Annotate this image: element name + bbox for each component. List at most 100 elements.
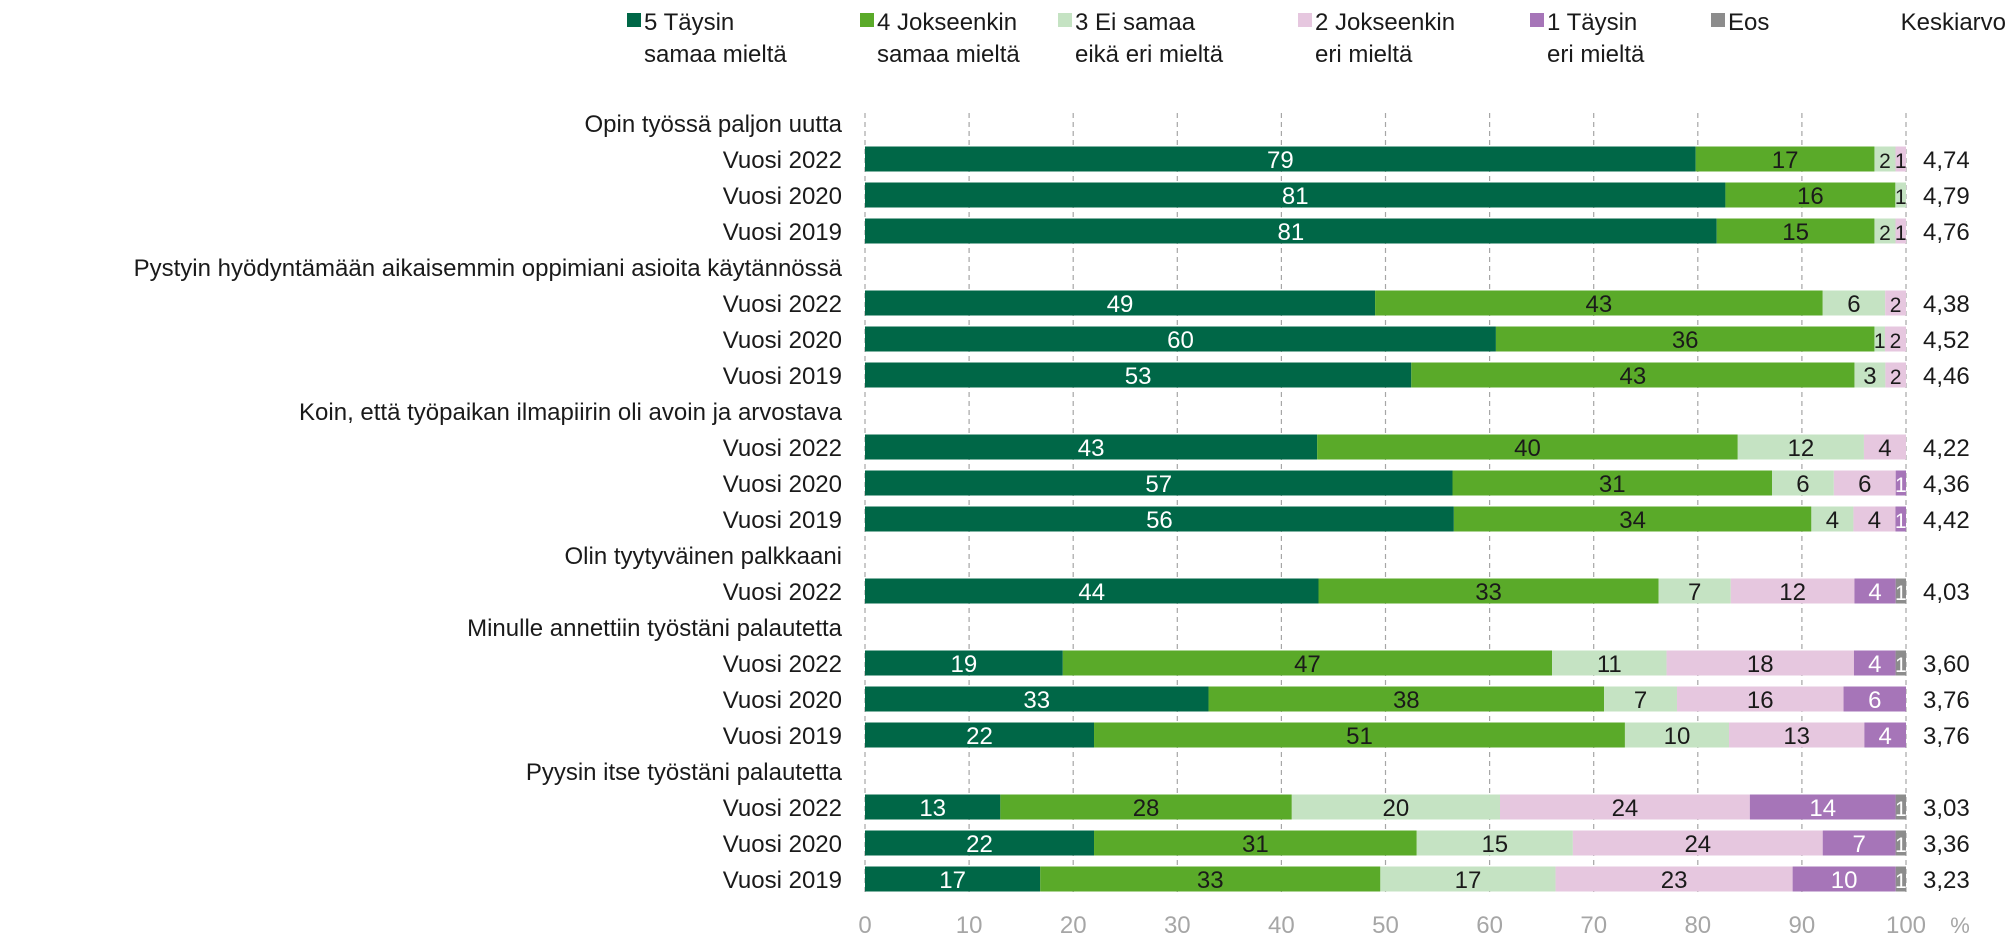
row-label-2-1: Vuosi 2022 xyxy=(723,291,842,318)
bar-segment-2-2-4 xyxy=(1884,326,1906,352)
bar-segment-5-1-4 xyxy=(1666,650,1854,676)
x-tick-label-20: 20 xyxy=(1060,912,1087,936)
legend-label-2: 4 Jokseenkin xyxy=(877,9,1017,36)
bar-value-label-1-2-3: 1 xyxy=(1895,186,1907,209)
bar-value-label-6-2-3: 15 xyxy=(1481,831,1508,858)
legend-label-1-line2: samaa mieltä xyxy=(644,41,787,68)
bar-segment-6-2-5 xyxy=(1822,830,1896,856)
bar-value-label-4-1-1: 44 xyxy=(1078,579,1105,606)
bar-segment-3-3-5 xyxy=(1895,506,1906,532)
bar-segment-6-2-6 xyxy=(1895,830,1906,856)
legend-swatch-2 xyxy=(860,13,874,27)
legend-label-3: 3 Ei samaa xyxy=(1075,9,1196,36)
bar-segment-3-3-3 xyxy=(1811,506,1854,532)
bar-segment-6-1-3 xyxy=(1291,794,1501,820)
bar-value-label-6-3-1: 17 xyxy=(939,867,966,894)
row-label-1-1: Vuosi 2022 xyxy=(723,147,842,174)
group-title-4: Olin tyytyväinen palkkaani xyxy=(565,543,842,570)
average-value-2-3: 4,46 xyxy=(1923,363,1970,390)
average-header: Keskiarvo xyxy=(1901,9,2006,36)
group-title-5: Minulle annettiin työstäni palautetta xyxy=(467,615,843,642)
bar-value-label-1-3-4: 1 xyxy=(1895,222,1907,245)
bar-segment-1-1-1 xyxy=(865,146,1696,172)
row-label-6-2: Vuosi 2020 xyxy=(723,831,842,858)
bar-segment-5-3-2 xyxy=(1094,722,1625,748)
bar-value-label-6-2-4: 24 xyxy=(1684,831,1711,858)
bar-value-label-3-2-5: 1 xyxy=(1895,474,1907,497)
bar-segment-3-2-2 xyxy=(1452,470,1773,496)
bar-segment-3-2-4 xyxy=(1833,470,1896,496)
bar-segment-5-3-3 xyxy=(1624,722,1730,748)
bar-value-label-3-1-3: 12 xyxy=(1787,435,1814,462)
bar-segment-6-1-2 xyxy=(1000,794,1292,820)
bar-value-label-6-1-1: 13 xyxy=(919,795,946,822)
row-label-2-2: Vuosi 2020 xyxy=(723,327,842,354)
row-label-5-1: Vuosi 2022 xyxy=(723,651,842,678)
bar-segment-1-3-4 xyxy=(1895,218,1906,244)
bar-segment-2-1-4 xyxy=(1885,290,1906,316)
bar-value-label-4-1-5: 4 xyxy=(1868,579,1881,606)
legend-label-5: 1 Täysin xyxy=(1547,9,1637,36)
bar-segment-6-1-5 xyxy=(1749,794,1896,820)
average-value-5-2: 3,76 xyxy=(1923,687,1970,714)
bar-segment-2-3-2 xyxy=(1411,362,1855,388)
group-title-2: Pystyin hyödyntämään aikaisemmin oppimia… xyxy=(134,255,843,282)
bar-segment-3-3-1 xyxy=(865,506,1454,532)
bar-value-label-6-1-5: 14 xyxy=(1809,795,1836,822)
bar-value-label-3-2-3: 6 xyxy=(1796,471,1809,498)
bar-segment-5-1-2 xyxy=(1062,650,1553,676)
x-unit-label: % xyxy=(1950,913,1970,936)
bar-segment-3-1-4 xyxy=(1863,434,1906,460)
x-tick-label-30: 30 xyxy=(1164,912,1191,936)
average-value-1-1: 4,74 xyxy=(1923,147,1970,174)
row-label-4-1: Vuosi 2022 xyxy=(723,579,842,606)
bar-segment-4-1-4 xyxy=(1730,578,1855,604)
bar-value-label-3-3-5: 1 xyxy=(1895,510,1907,533)
average-value-1-3: 4,76 xyxy=(1923,219,1970,246)
bar-segment-6-3-1 xyxy=(865,866,1041,892)
bar-segment-2-1-3 xyxy=(1822,290,1886,316)
bar-segment-5-3-5 xyxy=(1864,722,1906,748)
bar-segment-6-3-6 xyxy=(1895,866,1906,892)
row-label-6-3: Vuosi 2019 xyxy=(723,867,842,894)
x-tick-label-80: 80 xyxy=(1684,912,1711,936)
bar-segment-5-1-5 xyxy=(1853,650,1896,676)
bar-value-label-6-2-2: 31 xyxy=(1242,831,1269,858)
row-label-2-3: Vuosi 2019 xyxy=(723,363,842,390)
bar-segment-5-2-5 xyxy=(1843,686,1906,712)
bar-value-label-3-1-1: 43 xyxy=(1078,435,1105,462)
bar-segment-3-1-2 xyxy=(1317,434,1738,460)
legend-swatch-6 xyxy=(1711,13,1725,27)
bar-value-label-5-2-3: 7 xyxy=(1634,687,1647,714)
x-tick-label-0: 0 xyxy=(858,912,871,936)
bar-value-label-4-1-4: 12 xyxy=(1779,579,1806,606)
row-label-6-1: Vuosi 2022 xyxy=(723,795,842,822)
bar-value-label-6-3-4: 23 xyxy=(1661,867,1688,894)
bar-segment-2-2-3 xyxy=(1874,326,1885,352)
average-value-1-2: 4,79 xyxy=(1923,183,1970,210)
bar-value-label-3-2-1: 57 xyxy=(1145,471,1172,498)
bar-value-label-6-1-3: 20 xyxy=(1383,795,1410,822)
legend-swatch-5 xyxy=(1530,13,1544,27)
bar-segment-6-2-1 xyxy=(865,830,1095,856)
average-value-5-1: 3,60 xyxy=(1923,651,1970,678)
x-tick-label-70: 70 xyxy=(1580,912,1607,936)
bar-value-label-3-3-1: 56 xyxy=(1146,507,1173,534)
legend-label-6: Eos xyxy=(1728,9,1769,36)
bar-segment-2-3-1 xyxy=(865,362,1412,388)
bar-segment-1-1-4 xyxy=(1895,146,1906,172)
group-title-1: Opin työssä paljon uutta xyxy=(585,111,843,138)
bar-value-label-5-2-1: 33 xyxy=(1023,687,1050,714)
bar-segment-6-3-2 xyxy=(1040,866,1381,892)
bar-value-label-6-1-2: 28 xyxy=(1133,795,1160,822)
bar-segment-2-1-2 xyxy=(1375,290,1823,316)
bar-value-label-5-3-2: 51 xyxy=(1346,723,1373,750)
bar-segment-4-1-1 xyxy=(865,578,1319,604)
bar-value-label-5-3-5: 4 xyxy=(1879,723,1892,750)
bar-value-label-2-1-2: 43 xyxy=(1586,291,1613,318)
bar-value-label-6-2-6: 1 xyxy=(1895,834,1907,857)
bar-value-label-2-3-2: 43 xyxy=(1620,363,1647,390)
bar-segment-3-2-5 xyxy=(1895,470,1906,496)
bar-segment-2-3-3 xyxy=(1854,362,1886,388)
